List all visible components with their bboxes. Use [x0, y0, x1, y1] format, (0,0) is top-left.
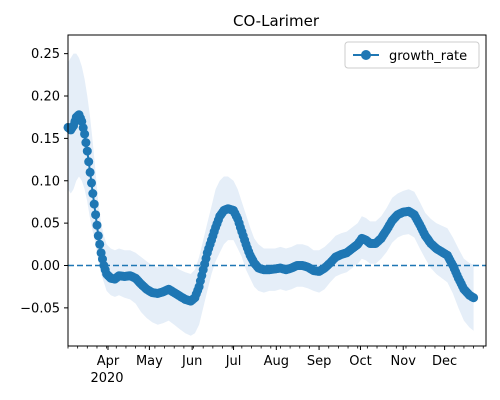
x-tick-label: Apr: [97, 354, 120, 369]
data-point: [469, 293, 479, 303]
chart-title: CO-Larimer: [233, 12, 320, 30]
x-tick-label: Aug: [264, 354, 289, 369]
y-tick-label: 0.00: [31, 259, 60, 274]
x-tick-label: Jul: [225, 354, 242, 369]
legend-label: growth_rate: [389, 49, 467, 64]
x-axis: Apr May Jun Jul Aug Sep Oct Nov Dec: [67, 346, 484, 369]
data-point: [87, 178, 96, 188]
data-point: [93, 231, 103, 241]
y-tick-label: 0.25: [31, 47, 60, 62]
x-tick-label: Sep: [307, 354, 332, 369]
x-tick-label: Nov: [391, 354, 417, 369]
y-tick-label: 0.20: [31, 90, 60, 105]
data-point: [85, 167, 95, 177]
data-point: [80, 129, 90, 139]
legend-box: [344, 41, 480, 69]
y-tick-label: −0.05: [20, 301, 60, 316]
legend: growth_rate: [344, 41, 480, 69]
data-point: [89, 199, 99, 209]
data-point: [81, 138, 91, 148]
data-point: [91, 210, 101, 220]
x-year-label: 2020: [90, 371, 123, 386]
y-axis: −0.05 0.00 0.05 0.10 0.15 0.20 0.25: [20, 47, 68, 316]
data-point: [82, 146, 92, 156]
y-tick-label: 0.05: [31, 217, 60, 232]
x-tick-label: Oct: [349, 354, 371, 369]
x-tick-label: Jun: [181, 354, 202, 369]
data-point: [95, 239, 105, 249]
growth-rate-markers: [63, 110, 479, 306]
legend-dot-marker: [361, 50, 371, 60]
axes-frame: [67, 34, 487, 347]
y-tick-label: 0.15: [31, 132, 60, 147]
data-point: [88, 189, 98, 198]
data-point: [92, 220, 102, 230]
data-point: [84, 157, 94, 167]
y-tick-label: 0.10: [31, 174, 60, 189]
x-tick-label: May: [136, 354, 163, 369]
plot-area: [63, 53, 486, 336]
x-tick-label: Dec: [432, 354, 457, 369]
